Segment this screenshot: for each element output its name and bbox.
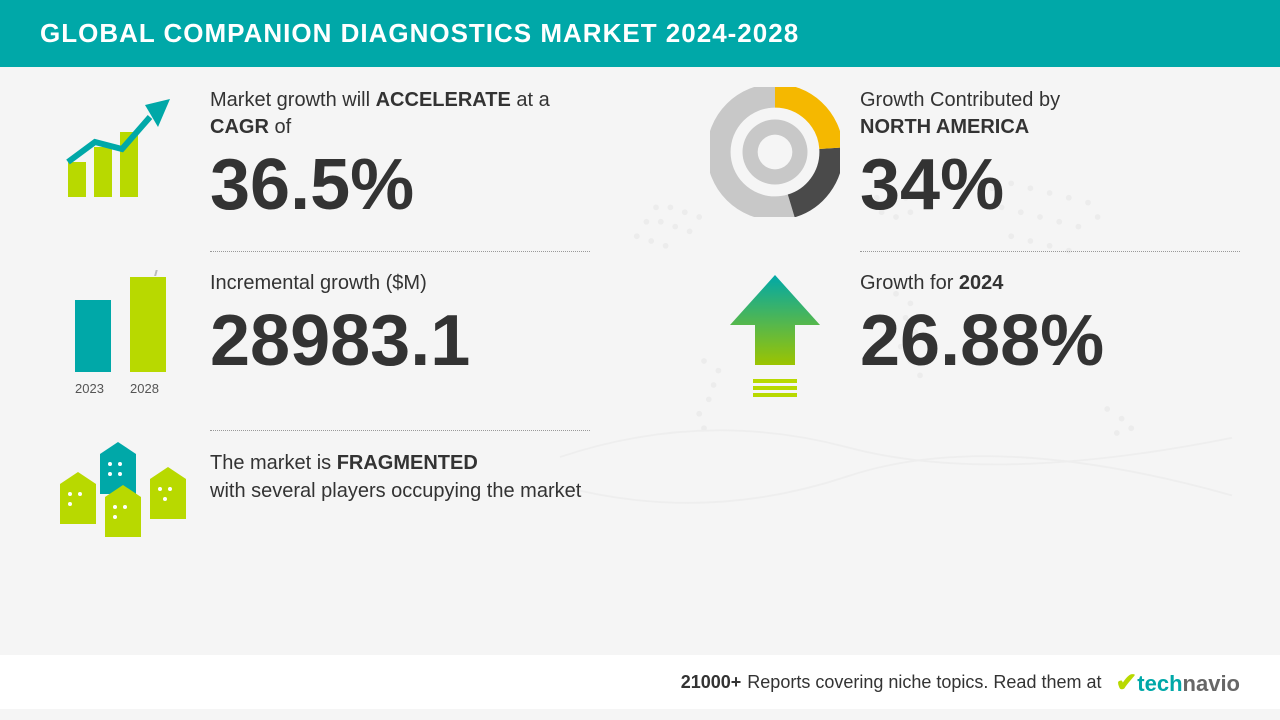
fragmented-block: The market is FRAGMENTED with several pl… — [40, 449, 590, 549]
region-value: 34% — [860, 149, 1240, 221]
technavio-logo: ✔technavio — [1115, 667, 1240, 698]
divider — [210, 430, 590, 431]
incremental-caption: Incremental growth ($M) — [210, 270, 590, 297]
cagr-block: Market growth will ACCELERATE at a CAGR … — [40, 87, 590, 221]
footer-bar: 21000+ Reports covering niche topics. Re… — [0, 655, 1280, 709]
footer-text: Reports covering niche topics. Read them… — [747, 672, 1101, 693]
region-caption: Growth Contributed byNORTH AMERICA — [860, 87, 1240, 141]
two-bars-icon: 2023 2028 — [40, 270, 210, 400]
donut-chart-icon — [690, 87, 860, 217]
report-count: 21000+ — [681, 672, 742, 693]
cagr-value: 36.5% — [210, 149, 590, 221]
right-column: Growth Contributed byNORTH AMERICA 34% G… — [630, 87, 1240, 645]
up-arrow-icon — [690, 270, 860, 400]
left-column: Market growth will ACCELERATE at a CAGR … — [40, 87, 630, 645]
divider — [210, 251, 590, 252]
divider — [860, 251, 1240, 252]
incremental-block: 2023 2028 Incremental growth ($M) 28983.… — [40, 270, 590, 400]
region-block: Growth Contributed byNORTH AMERICA 34% — [690, 87, 1240, 221]
main-content: Market growth will ACCELERATE at a CAGR … — [0, 67, 1280, 655]
buildings-icon — [40, 449, 210, 549]
growth-year-block: Growth for 2024 26.88% — [690, 270, 1240, 400]
incremental-value: 28983.1 — [210, 305, 590, 377]
page-header: GLOBAL COMPANION DIAGNOSTICS MARKET 2024… — [0, 0, 1280, 67]
growth-year-caption: Growth for 2024 — [860, 270, 1240, 297]
fragmented-text: The market is FRAGMENTED with several pl… — [210, 449, 590, 505]
cagr-caption: Market growth will ACCELERATE at a CAGR … — [210, 87, 590, 141]
growth-chart-icon — [40, 87, 210, 197]
growth-year-value: 26.88% — [860, 305, 1240, 377]
page-title: GLOBAL COMPANION DIAGNOSTICS MARKET 2024… — [40, 18, 799, 48]
